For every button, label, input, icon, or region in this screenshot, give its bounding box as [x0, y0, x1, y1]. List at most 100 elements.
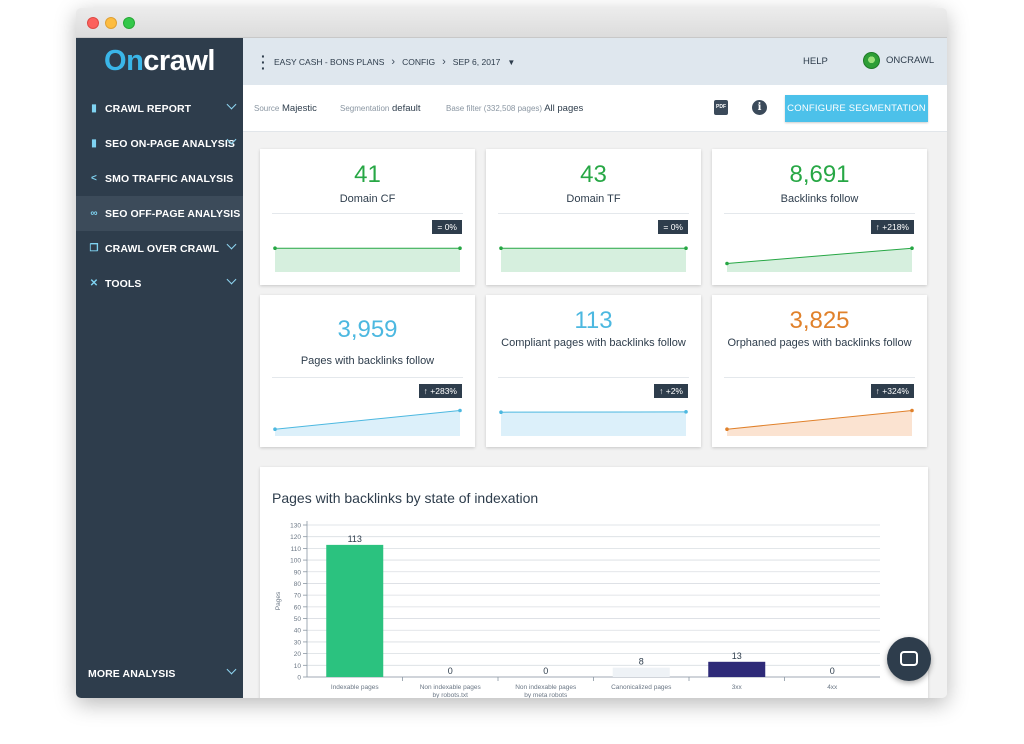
- x-tick-label: by meta robots: [524, 692, 568, 698]
- kpi-card[interactable]: 3,825 Orphaned pages with backlinks follo…: [712, 295, 927, 447]
- kpi-change-badge: ↑ +218%: [870, 220, 914, 234]
- sidebar-item-crawl-over-crawl[interactable]: ❐ CRAWL OVER CRAWL: [76, 231, 243, 266]
- x-tick-label: 3xx: [732, 684, 743, 691]
- chat-icon: [900, 651, 918, 666]
- y-tick-label: 60: [294, 604, 302, 611]
- kpi-change-badge: ↑ +283%: [418, 384, 462, 398]
- kpi-card[interactable]: 8,691 Backlinks follow ↑ +218%: [712, 149, 927, 285]
- sidebar-item-label: CRAWL OVER CRAWL: [105, 242, 219, 255]
- indexation-chart-card: Pages with backlinks by state of indexat…: [260, 467, 928, 698]
- y-tick-label: 20: [294, 651, 302, 658]
- y-tick-label: 110: [291, 546, 302, 553]
- indexation-bar-chart: 0102030405060708090100110120130Pages113I…: [275, 521, 880, 698]
- bar-chart-icon: ▮: [91, 138, 97, 149]
- bar-chart-icon: ▮: [91, 103, 97, 114]
- breadcrumb-project[interactable]: EASY CASH - BONS PLANS: [274, 57, 385, 67]
- sidebar-item-label: TOOLS: [105, 277, 142, 290]
- kpi-sparkline: [499, 410, 688, 436]
- x-tick-label: Non indexable pages: [515, 684, 577, 691]
- kpi-label: Pages with backlinks follow: [300, 355, 435, 367]
- source-filter[interactable]: Source Majestic: [254, 103, 317, 114]
- kpi-sparkline: [273, 408, 462, 436]
- configure-segmentation-button[interactable]: CONFIGURE SEGMENTATION: [785, 95, 928, 122]
- sparkline-area: [727, 410, 912, 436]
- sidebar-item-smo-traffic-analysis[interactable]: < SMO TRAFFIC ANALYSIS: [76, 161, 243, 196]
- minimize-window-button[interactable]: [105, 17, 117, 29]
- breadcrumb-crawl-date[interactable]: SEP 6, 2017: [452, 57, 501, 67]
- kpi-card[interactable]: 113 Compliant pages with backlinks follow…: [486, 295, 701, 447]
- close-window-button[interactable]: [87, 17, 99, 29]
- data-label: 113: [348, 534, 362, 544]
- sidebar-item-tools[interactable]: ✕ TOOLS: [76, 266, 243, 301]
- kebab-menu-icon[interactable]: · · ·: [261, 48, 266, 76]
- breadcrumb-config[interactable]: CONFIG: [402, 57, 436, 67]
- sparkline-point: [725, 427, 729, 431]
- sidebar-item-more-analysis[interactable]: MORE ANALYSIS: [76, 656, 243, 691]
- sidebar-item-seo-off-page-analysis[interactable]: ∞ SEO OFF-PAGE ANALYSIS: [76, 196, 243, 231]
- chevron-right-icon: ›: [442, 56, 446, 68]
- kpi-sparkline: [273, 246, 462, 272]
- sparkline-area: [275, 248, 460, 272]
- chevron-down-icon: [226, 239, 237, 250]
- info-icon[interactable]: i: [752, 100, 767, 115]
- account-menu[interactable]: ONCRAWL: [863, 52, 934, 69]
- chat-launcher-button[interactable]: [887, 637, 931, 681]
- maximize-window-button[interactable]: [123, 17, 135, 29]
- kpi-value: 8,691: [789, 161, 850, 188]
- base-filter[interactable]: Base filter (332,508 pages) All pages: [446, 103, 583, 114]
- kpi-divider: [724, 213, 915, 214]
- data-label: 8: [639, 657, 644, 667]
- x-tick-label: Indexable pages: [331, 684, 379, 691]
- title-bar: [76, 8, 947, 38]
- y-tick-label: 30: [294, 639, 302, 646]
- source-label: Source: [254, 104, 280, 113]
- sparkline-point: [273, 246, 277, 250]
- kpi-label: Compliant pages with backlinks follow: [501, 337, 686, 349]
- kpi-card[interactable]: 41 Domain CF = 0%: [260, 149, 475, 285]
- kpi-value: 113: [574, 307, 613, 334]
- kpi-card[interactable]: 3,959 Pages with backlinks follow ↑ +283%: [260, 295, 475, 447]
- y-tick-label: 0: [297, 675, 301, 682]
- segmentation-label: Segmentation: [340, 104, 390, 113]
- data-label: 0: [543, 666, 548, 676]
- data-label: 0: [448, 666, 453, 676]
- x-tick-label: 4xx: [827, 684, 838, 691]
- sidebar-item-label: CRAWL REPORT: [105, 102, 192, 115]
- sidebar-item-crawl-report[interactable]: ▮ CRAWL REPORT: [76, 91, 243, 126]
- y-tick-label: 70: [294, 593, 302, 600]
- y-tick-label: 130: [290, 523, 301, 530]
- segmentation-filter[interactable]: Segmentation default: [340, 103, 421, 114]
- sparkline-area: [275, 410, 460, 436]
- kpi-sparkline: [725, 246, 914, 272]
- chevron-down-icon: [226, 664, 237, 675]
- sparkline-point: [684, 410, 688, 414]
- y-tick-label: 50: [294, 616, 302, 623]
- sidebar-item-label: SEO OFF-PAGE ANALYSIS: [105, 207, 241, 220]
- top-bar: · · · EASY CASH - BONS PLANS › CONFIG › SE…: [243, 38, 947, 85]
- sparkline-area: [501, 248, 686, 272]
- kpi-divider: [272, 377, 463, 378]
- sparkline-point: [725, 261, 729, 266]
- sparkline-point: [910, 246, 914, 250]
- help-link[interactable]: HELP: [803, 56, 828, 67]
- kpi-sparkline: [725, 408, 914, 436]
- kpi-divider: [498, 213, 689, 214]
- y-tick-label: 90: [294, 569, 302, 576]
- kpi-value: 3,959: [337, 316, 398, 343]
- sparkline-line: [726, 410, 913, 430]
- oncrawl-logo[interactable]: Oncrawl: [104, 45, 215, 77]
- source-value: Majestic: [282, 103, 317, 114]
- caret-down-icon[interactable]: ▼: [507, 57, 516, 67]
- kpi-divider: [724, 377, 915, 378]
- sidebar-item-seo-on-page-analysis[interactable]: ▮ SEO ON-PAGE ANALYSIS: [76, 126, 243, 161]
- bar: [612, 667, 670, 677]
- kpi-divider: [272, 213, 463, 214]
- segmentation-value: default: [392, 103, 421, 114]
- copy-icon: ❐: [89, 243, 99, 254]
- kpi-card[interactable]: 43 Domain TF = 0%: [486, 149, 701, 285]
- y-axis-label: Pages: [275, 591, 282, 610]
- sparkline-line: [726, 247, 913, 264]
- sparkline-area: [501, 411, 686, 436]
- y-tick-label: 80: [294, 581, 302, 588]
- pdf-export-icon[interactable]: PDF: [714, 100, 728, 115]
